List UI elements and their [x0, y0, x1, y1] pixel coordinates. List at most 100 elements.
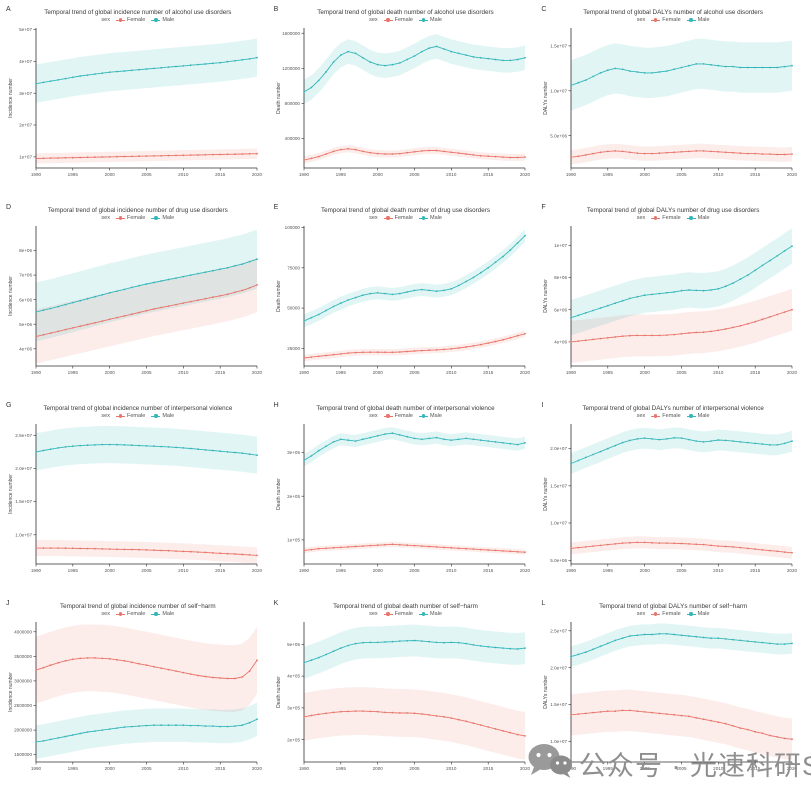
svg-text:1995: 1995: [68, 568, 79, 573]
panel-letter: F: [541, 204, 546, 211]
panel-letter: K: [273, 600, 279, 607]
female-point-icon: [651, 612, 661, 617]
legend-item-male: Male: [686, 413, 710, 419]
legend-item-male: Male: [151, 413, 174, 419]
panel-title: Temporal trend of global death number of…: [320, 207, 491, 214]
svg-text:1990: 1990: [31, 370, 42, 375]
svg-text:1e+07: 1e+07: [19, 155, 32, 160]
svg-text:2000: 2000: [640, 370, 651, 375]
svg-text:2010: 2010: [714, 172, 725, 177]
svg-text:400000: 400000: [284, 136, 300, 141]
watermark: 公众号 · 光速科研SCI: [526, 742, 811, 785]
svg-text:2005: 2005: [141, 370, 152, 375]
svg-text:2000: 2000: [640, 766, 651, 771]
svg-text:1995: 1995: [68, 370, 79, 375]
svg-text:1e+07: 1e+07: [554, 243, 567, 248]
legend-item-male: Male: [151, 611, 174, 617]
legend-label-female: Female: [126, 611, 146, 617]
male-point-icon: [151, 414, 161, 419]
svg-text:2005: 2005: [677, 766, 688, 771]
legend-label-female: Female: [126, 17, 146, 23]
svg-text:4000000: 4000000: [14, 629, 32, 634]
legend-title: sex: [369, 17, 378, 23]
legend-label-female: Female: [394, 413, 413, 419]
legend-label-female: Female: [662, 17, 681, 23]
panel-letter: J: [6, 600, 10, 607]
chart-area: 1.0e+07 1.5e+07 2.0e+07 2.5e+07 1990 1995 2000…: [541, 618, 807, 783]
legend-label-female: Female: [394, 17, 413, 23]
svg-text:2015: 2015: [215, 172, 226, 177]
chart-panel: K Temporal trend of global death number …: [272, 600, 540, 790]
svg-text:2010: 2010: [714, 370, 725, 375]
svg-text:2010: 2010: [178, 766, 189, 771]
chart-area: 4e+06 6e+06 8e+06 1e+07 1990 1995 2000 2005 2010…: [541, 222, 807, 387]
legend-item-female: Female: [115, 413, 145, 419]
svg-text:2005: 2005: [409, 172, 420, 177]
panel-letter: H: [273, 402, 279, 409]
panel-title: Temporal trend of global incidence numbe…: [44, 9, 232, 16]
svg-text:1990: 1990: [31, 172, 42, 177]
svg-text:8e+06: 8e+06: [554, 275, 567, 280]
legend-item-male: Male: [686, 611, 710, 617]
svg-text:2010: 2010: [446, 172, 457, 177]
legend-title: sex: [369, 413, 378, 419]
svg-text:2005: 2005: [141, 568, 152, 573]
male-point-icon: [686, 612, 696, 617]
legend-label-male: Male: [429, 215, 442, 221]
panel-letter: D: [6, 204, 12, 211]
panel-title: Temporal trend of global DALYs number of…: [583, 9, 764, 16]
svg-text:DALYs number: DALYs number: [543, 675, 549, 709]
legend-label-female: Female: [126, 215, 146, 221]
chart-area: 5.0e+06 1.0e+07 1.5e+07 1990 1995 2000 2005 201…: [541, 24, 807, 189]
svg-text:6e+06: 6e+06: [554, 307, 567, 312]
legend-item-female: Female: [651, 215, 681, 221]
legend-label-female: Female: [662, 611, 681, 617]
legend-item-male: Male: [686, 17, 710, 23]
chart-panel: B Temporal trend of global death number …: [272, 6, 540, 196]
svg-text:800000: 800000: [284, 101, 300, 106]
svg-text:3e+07: 3e+07: [19, 91, 32, 96]
legend-item-male: Male: [151, 215, 174, 221]
svg-text:2020: 2020: [252, 370, 262, 375]
svg-text:2e+05: 2e+05: [287, 737, 300, 742]
chart-area: 1500000 2000000 2500000 3000000 3500000 40000…: [6, 618, 272, 783]
svg-text:2015: 2015: [483, 172, 494, 177]
panel-title: Temporal trend of global death number of…: [316, 405, 495, 412]
legend-label-male: Male: [162, 17, 175, 23]
male-point-icon: [418, 18, 428, 23]
chart-svg: 1.0e+07 1.5e+07 2.0e+07 2.5e+07 1990 1995 2000…: [543, 622, 798, 771]
svg-text:2020: 2020: [520, 172, 530, 177]
svg-text:1.0e+07: 1.0e+07: [551, 739, 568, 744]
legend-label-male: Male: [697, 413, 710, 419]
svg-text:Death number: Death number: [276, 676, 282, 708]
panel-letter: G: [6, 402, 12, 409]
chart-area: 4e+06 5e+06 6e+06 7e+06 8e+06 1990 1995 2000 200…: [6, 222, 272, 387]
svg-text:3000000: 3000000: [14, 679, 32, 684]
svg-text:2.0e+07: 2.0e+07: [551, 446, 568, 451]
male-point-icon: [418, 216, 428, 221]
chart-svg: 25000 50000 75000 100000 1990 1995 2000 2005 201…: [276, 225, 531, 375]
svg-text:DALYs number: DALYs number: [543, 81, 549, 115]
legend: sex Female Male: [4, 17, 272, 23]
svg-text:Incidence number: Incidence number: [8, 474, 14, 514]
legend-item-female: Female: [383, 215, 413, 221]
female-point-icon: [115, 216, 125, 221]
svg-text:2020: 2020: [252, 172, 262, 177]
svg-text:1995: 1995: [603, 766, 614, 771]
svg-text:2015: 2015: [215, 766, 226, 771]
svg-text:2020: 2020: [252, 766, 262, 771]
svg-text:1995: 1995: [335, 568, 346, 573]
legend-label-female: Female: [662, 215, 681, 221]
svg-text:Incidence number: Incidence number: [8, 78, 14, 118]
svg-text:2020: 2020: [520, 568, 530, 573]
svg-text:DALYs number: DALYs number: [543, 279, 549, 313]
svg-text:1.0e+07: 1.0e+07: [551, 521, 568, 526]
panel-letter: A: [6, 6, 11, 13]
panel-title: Temporal trend of global DALYs number of…: [582, 405, 764, 412]
legend-item-female: Female: [383, 17, 413, 23]
legend-item-female: Female: [651, 17, 681, 23]
svg-text:5e+05: 5e+05: [287, 642, 300, 647]
male-point-icon: [418, 414, 428, 419]
svg-text:3500000: 3500000: [14, 654, 32, 659]
svg-text:2000: 2000: [105, 172, 116, 177]
